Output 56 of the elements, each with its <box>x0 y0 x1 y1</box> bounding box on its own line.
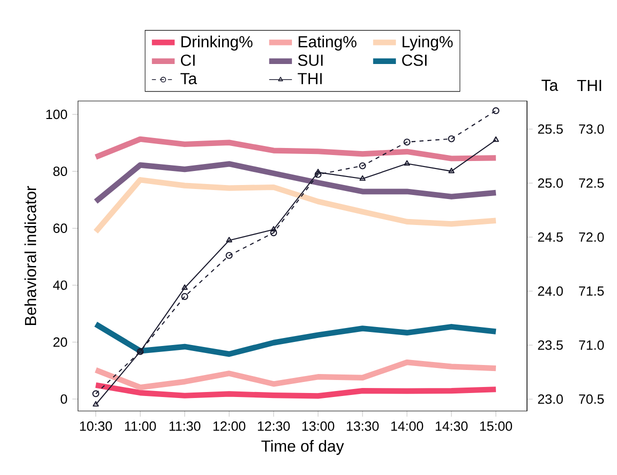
point <box>182 284 188 290</box>
point <box>448 168 455 174</box>
y-axis-title: Behavioral indicator <box>24 186 36 325</box>
y3-tick-label: 72.5 <box>579 178 604 188</box>
point <box>314 170 322 178</box>
y2-tick-label: 24.0 <box>538 286 563 296</box>
x-tick-label: 12:00 <box>213 421 246 431</box>
y2-tick-label: 23.5 <box>538 340 563 350</box>
y3-tick-label: 71.0 <box>579 340 604 350</box>
y-tick-label: 100 <box>46 110 68 120</box>
point <box>270 229 278 236</box>
y-tick-label: 60 <box>53 224 68 233</box>
point <box>226 236 232 242</box>
point <box>448 135 455 142</box>
y2-tick-label: 25.5 <box>538 124 563 134</box>
point <box>404 138 410 146</box>
x-tick-label: 15:00 <box>480 421 512 431</box>
y2-tick-label: 25.0 <box>538 178 563 188</box>
y3-tick-label: 70.5 <box>579 394 604 404</box>
y-tick-label: 40 <box>53 280 68 290</box>
x-axis-title: Time of day <box>261 440 344 455</box>
legend-label: CI <box>180 54 195 66</box>
y3-axis-title: THI <box>577 80 602 91</box>
legend-label: Lying% <box>402 36 453 51</box>
point <box>314 168 322 174</box>
x-tick-label: 13:30 <box>346 421 379 431</box>
point <box>181 293 188 300</box>
x-tick-label: 14:30 <box>436 421 468 431</box>
y3-tick-label: 71.5 <box>579 286 604 296</box>
x-tick-label: 11:00 <box>125 421 156 431</box>
y3-tick-label: 73.0 <box>579 124 604 134</box>
y-tick-label: 0 <box>60 394 68 404</box>
legend-label: CSI <box>402 54 427 66</box>
y2-tick-label: 23.0 <box>538 394 563 404</box>
point <box>270 226 277 232</box>
point <box>404 160 410 166</box>
y-tick-label: 80 <box>53 166 68 176</box>
point <box>92 390 100 398</box>
legend-label: Ta <box>180 73 198 84</box>
x-tick-label: 12:30 <box>258 421 290 431</box>
legend-label: Drinking% <box>181 36 252 51</box>
x-tick-label: 11:30 <box>170 421 200 431</box>
y3-tick-label: 72.0 <box>579 232 604 242</box>
point <box>226 252 233 259</box>
y2-axis-title: Ta <box>542 80 558 91</box>
point <box>492 107 500 114</box>
legend-label: THI <box>298 73 322 84</box>
x-tick-label: 10:30 <box>80 421 112 431</box>
point <box>359 175 366 181</box>
point <box>359 162 366 170</box>
legend-label: Eating% <box>298 36 356 51</box>
y2-tick-label: 24.5 <box>538 232 563 242</box>
legend-label: SUI <box>298 54 323 66</box>
x-tick-label: 14:00 <box>391 421 424 431</box>
x-tick-label: 13:00 <box>302 421 334 431</box>
y-tick-label: 20 <box>53 337 68 347</box>
